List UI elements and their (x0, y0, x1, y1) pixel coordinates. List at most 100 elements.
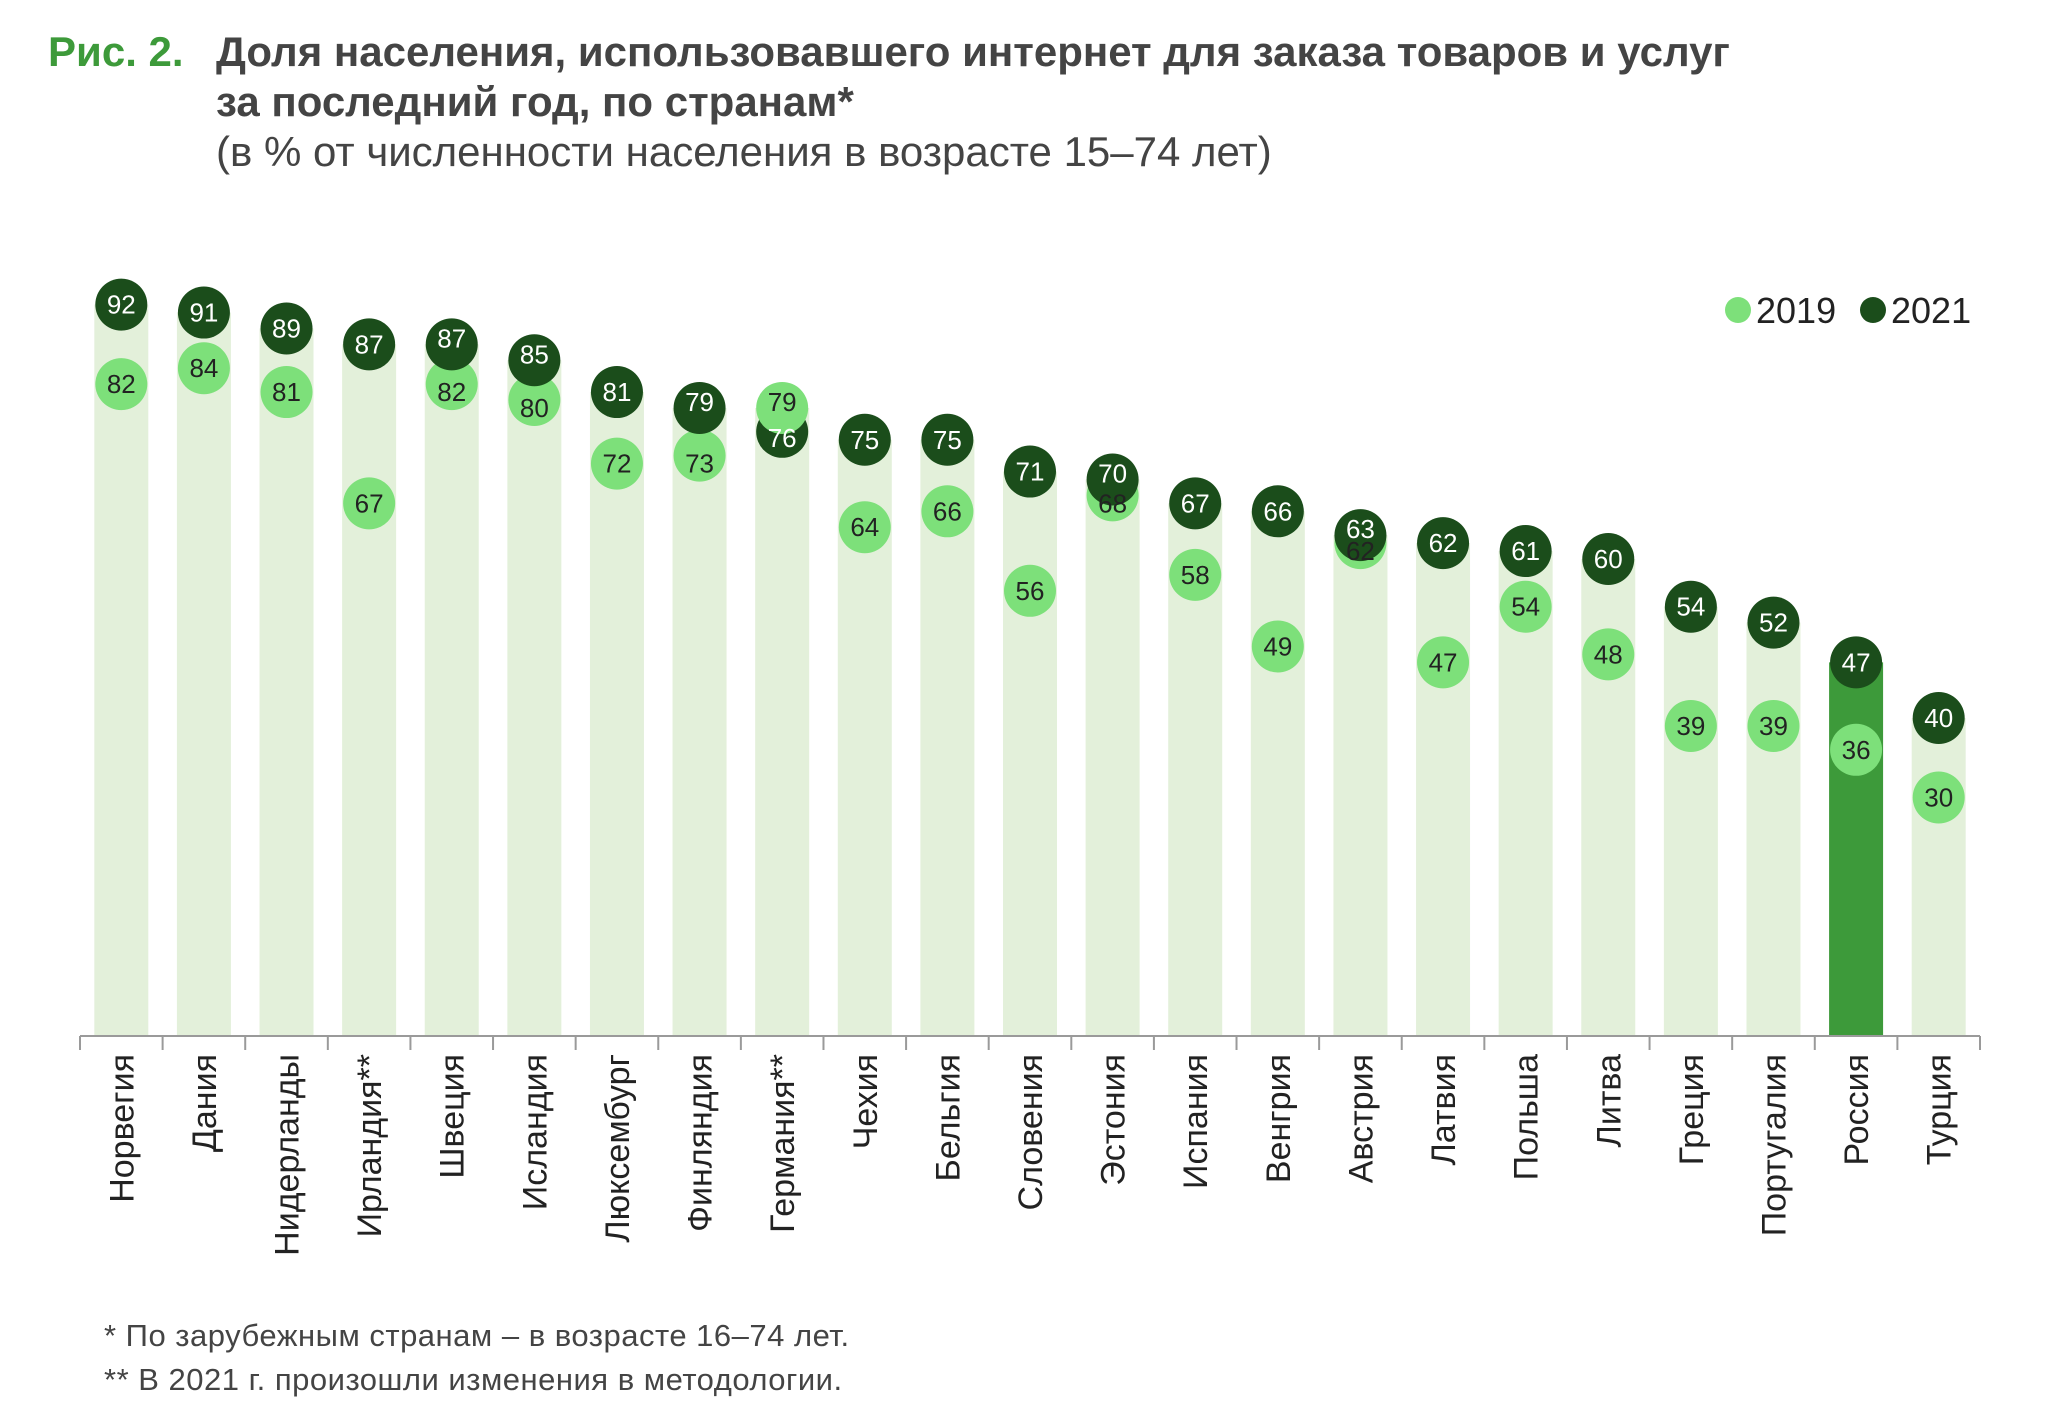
dot-2019-6 (508, 374, 561, 426)
value-label-2021-9: 76 (768, 423, 797, 453)
value-label-2019-5: 82 (437, 377, 466, 407)
bar-2 (176, 312, 231, 1036)
bar-23 (1911, 718, 1966, 1036)
bar-6 (507, 360, 562, 1036)
dot-2021-17 (1417, 517, 1470, 570)
dot-2021-3 (260, 302, 313, 355)
category-label-16: Австрия (1342, 1054, 1380, 1183)
footnote-2: ** В 2021 г. произошли изменения в метод… (104, 1362, 843, 1397)
value-label-2019-2: 84 (189, 353, 218, 383)
dot-2021-19 (1582, 533, 1635, 585)
bar-16 (1333, 535, 1388, 1036)
dot-2019-7 (590, 437, 643, 490)
value-label-2021-17: 62 (1429, 528, 1458, 558)
dot-2021-12 (1004, 445, 1056, 498)
dot-2019-17 (1417, 636, 1470, 689)
dot-2019-5 (425, 358, 478, 411)
dot-2019-15 (1251, 620, 1304, 673)
dot-2021-23 (1912, 692, 1965, 744)
category-label-10: Чехия (847, 1054, 885, 1149)
dot-2021-7 (590, 366, 643, 419)
dot-2019-4 (343, 477, 396, 530)
category-label-2: Дания (186, 1054, 224, 1152)
dot-2021-14 (1169, 477, 1222, 530)
dot-2021-18 (1499, 525, 1552, 578)
category-label-9: Германия** (764, 1054, 802, 1233)
dot-2019-14 (1169, 548, 1222, 601)
value-label-2019-12: 56 (1016, 576, 1045, 606)
value-label-2019-21: 39 (1759, 711, 1788, 741)
bar-12 (1003, 471, 1057, 1036)
legend-swatch-2021 (1860, 297, 1886, 323)
category-label-19: Литва (1590, 1054, 1628, 1148)
category-label-22: Россия (1838, 1054, 1876, 1166)
bar-11 (920, 439, 975, 1036)
category-label-17: Латвия (1425, 1054, 1463, 1166)
value-label-2019-8: 73 (685, 449, 714, 479)
value-label-2019-19: 48 (1594, 639, 1623, 669)
bar-21 (1746, 622, 1801, 1036)
value-label-2021-5: 87 (437, 323, 466, 353)
category-label-3: Нидерланды (269, 1054, 307, 1256)
dot-2019-22 (1830, 723, 1883, 776)
dot-2021-11 (921, 413, 974, 466)
bar-20 (1663, 606, 1718, 1036)
dot-2019-18 (1499, 580, 1552, 633)
dot-2021-2 (177, 286, 230, 339)
dot-2019-10 (838, 501, 891, 554)
dot-2021-10 (838, 413, 891, 466)
value-label-2021-16: 63 (1346, 514, 1375, 544)
dot-2019-20 (1664, 699, 1717, 752)
dot-2021-16 (1334, 509, 1387, 562)
category-label-6: Исландия (516, 1054, 554, 1210)
value-label-2021-10: 75 (850, 425, 879, 455)
figure-label: Рис. 2. (48, 28, 184, 75)
value-label-2021-3: 89 (272, 313, 301, 343)
dot-2021-20 (1664, 580, 1717, 633)
value-label-2021-22: 47 (1842, 647, 1871, 677)
value-label-2019-23: 30 (1924, 783, 1953, 813)
category-label-14: Испания (1177, 1054, 1215, 1189)
category-label-7: Люксембург (599, 1054, 637, 1243)
bar-13 (1085, 479, 1140, 1036)
value-label-2021-6: 85 (520, 339, 549, 369)
value-label-2019-14: 58 (1181, 560, 1210, 590)
dot-2021-6 (508, 334, 561, 387)
dot-2021-1 (95, 278, 148, 331)
value-label-2021-19: 60 (1594, 544, 1623, 574)
value-label-2021-20: 54 (1676, 592, 1705, 622)
value-label-2019-16: 62 (1346, 536, 1375, 566)
dot-2021-8 (673, 381, 726, 434)
dot-2019-12 (1004, 564, 1056, 617)
value-label-2019-9: 79 (768, 387, 797, 417)
category-label-13: Эстония (1095, 1054, 1133, 1186)
dot-2019-9 (756, 381, 809, 434)
value-label-2021-8: 79 (685, 387, 714, 417)
bar-9 (755, 407, 810, 1036)
value-label-2021-7: 81 (602, 377, 631, 407)
footnote-1: * По зарубежным странам – в возрасте 16–… (104, 1318, 850, 1353)
value-label-2021-21: 52 (1759, 608, 1788, 638)
category-label-12: Словения (1012, 1054, 1050, 1210)
chart-title-line-2: за последний год, по странам* (216, 78, 854, 125)
value-label-2019-18: 54 (1511, 592, 1540, 622)
dot-2019-8 (673, 429, 726, 482)
category-label-23: Турция (1921, 1054, 1959, 1165)
value-label-2019-7: 72 (602, 449, 631, 479)
category-label-15: Венгрия (1260, 1054, 1298, 1183)
dot-2019-23 (1912, 771, 1965, 824)
dot-chart: Норвегия Дания Нидерланды Ирландия** Швеция И… (79, 278, 1981, 1256)
category-label-1: Норвегия (103, 1054, 141, 1203)
dot-2021-21 (1747, 596, 1800, 649)
legend-label-2019: 2019 (1756, 290, 1836, 331)
category-label-20: Греция (1673, 1054, 1711, 1165)
value-label-2021-13: 70 (1098, 459, 1127, 489)
chart-subtitle: (в % от численности населения в возрасте… (216, 128, 1272, 175)
value-label-2021-15: 66 (1263, 496, 1292, 526)
bar-4 (342, 344, 397, 1037)
value-label-2021-11: 75 (933, 425, 962, 455)
bar-5 (424, 344, 479, 1037)
value-label-2019-6: 80 (520, 393, 549, 423)
value-label-2019-13: 68 (1098, 488, 1127, 518)
bar-17 (1416, 543, 1471, 1036)
